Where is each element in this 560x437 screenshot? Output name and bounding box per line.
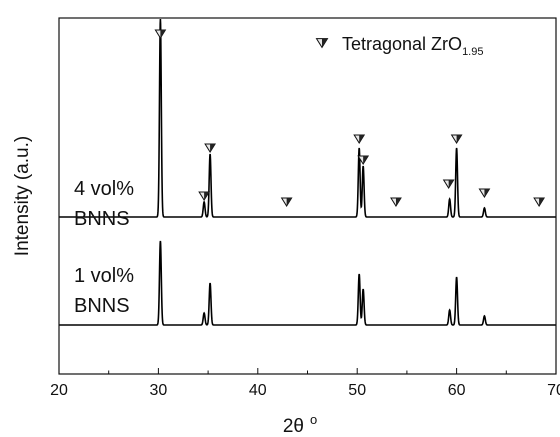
legend-label: Tetragonal ZrO1.95: [342, 34, 483, 58]
series-line-2: [59, 240, 556, 326]
peak-marker-6: [357, 155, 370, 165]
legend-marker-shade: [322, 39, 328, 47]
plot-lines: [59, 18, 556, 326]
x-tick-label-30: 30: [150, 382, 168, 399]
x-tick-label-50: 50: [348, 382, 366, 399]
peak-markers: [154, 29, 546, 207]
peak-marker-5: [353, 134, 366, 144]
series-label-2-line-1: 1 vol%: [74, 265, 134, 287]
series-label-1-line-1: 4 vol%: [74, 178, 134, 200]
peak-marker-9: [450, 134, 463, 144]
peak-marker-4: [280, 197, 293, 207]
sample-labels: 4 vol% BNNS 1 vol% BNNS: [74, 178, 134, 317]
peak-marker-8: [442, 179, 455, 189]
peak-marker-11: [533, 197, 546, 207]
legend: Tetragonal ZrO1.95: [315, 34, 483, 58]
x-tick-label-40: 40: [249, 382, 267, 399]
legend-subscript: 1.95: [462, 46, 483, 58]
series-line-1: [59, 18, 556, 218]
peak-marker-3: [204, 143, 216, 153]
x-axis-title-unit: o: [310, 412, 317, 427]
x-tick-label-70: 70: [547, 382, 560, 399]
x-tick-label-20: 20: [50, 382, 68, 399]
peak-marker-1: [154, 29, 167, 39]
x-axis: 20 30 40 50 60 70: [50, 368, 560, 399]
series-label-2-line-2: BNNS: [74, 295, 130, 317]
series-label-1-line-2: BNNS: [74, 208, 130, 230]
x-tick-label-60: 60: [448, 382, 466, 399]
peak-marker-7: [390, 197, 402, 207]
peak-marker-2: [198, 191, 211, 201]
peak-marker-10: [478, 188, 491, 198]
y-axis-title: Intensity (a.u.): [12, 136, 33, 256]
x-axis-title: 2θ o: [283, 412, 317, 437]
